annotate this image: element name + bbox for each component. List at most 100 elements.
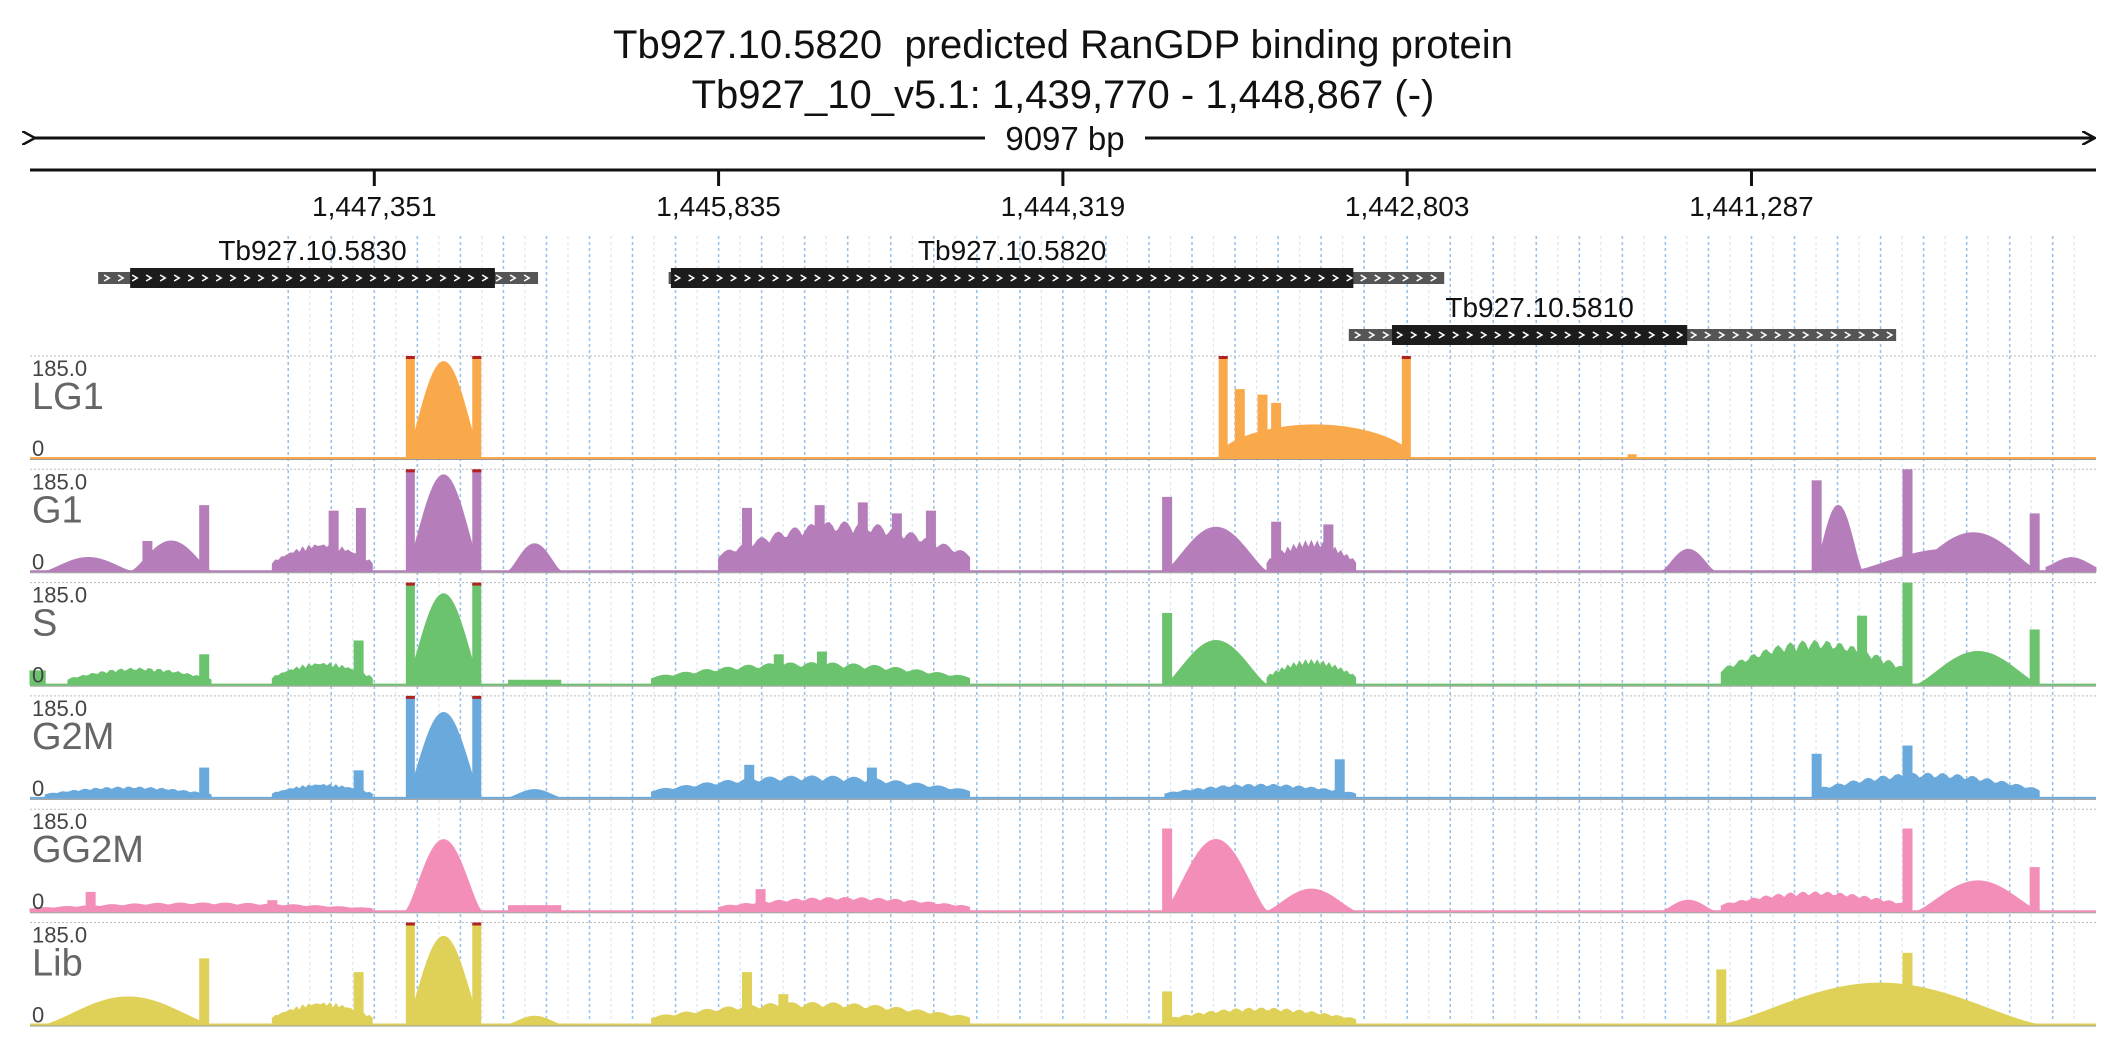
chevron-right-icon: [1704, 331, 1712, 339]
chevron-right-icon: [103, 274, 111, 282]
coverage-peak: [1907, 532, 2040, 572]
chevron-right-icon: [117, 274, 125, 282]
chevron-right-icon: [1634, 331, 1642, 339]
chevron-right-icon: [285, 274, 293, 282]
coverage-peak: [1217, 424, 1412, 459]
chevron-right-icon: [1886, 331, 1894, 339]
coverage-spike: [1257, 394, 1268, 458]
coverage-spike: [1234, 389, 1245, 458]
chevron-right-icon: [1332, 274, 1340, 282]
chevron-right-icon: [1262, 274, 1270, 282]
chevron-right-icon: [523, 274, 531, 282]
coverage-spike: [778, 994, 789, 1025]
coverage-spike: [891, 513, 902, 572]
chevron-right-icon: [954, 274, 962, 282]
chevron-right-icon: [1416, 274, 1424, 282]
chevron-right-icon: [229, 274, 237, 282]
chevron-right-icon: [1080, 274, 1088, 282]
chevron-right-icon: [439, 274, 447, 282]
chevron-right-icon: [1382, 331, 1390, 339]
coordinate-tick-label: 1,447,351: [312, 191, 437, 222]
chevron-right-icon: [786, 274, 794, 282]
coverage-peak: [1916, 880, 2040, 912]
chevron-right-icon: [912, 274, 920, 282]
coverage-track-g1: 185.0G1 0: [30, 468, 2097, 574]
coverage-spike: [1218, 356, 1228, 458]
coverage-peak: [29, 902, 373, 912]
gene-label: Tb927.10.5830: [218, 235, 406, 266]
chevron-right-icon: [1830, 331, 1838, 339]
chevron-right-icon: [884, 274, 892, 282]
track-name: Lib: [32, 943, 83, 985]
chevron-right-icon: [1746, 331, 1754, 339]
chevron-right-icon: [1508, 331, 1516, 339]
coverage-spike: [472, 922, 482, 1025]
chevron-right-icon: [1564, 331, 1572, 339]
chevron-right-icon: [926, 274, 934, 282]
chevron-right-icon: [898, 274, 906, 282]
gene-label: Tb927.10.5820: [918, 235, 1106, 266]
chevron-right-icon: [453, 274, 461, 282]
coverage-peak: [1163, 639, 1269, 686]
coverage-spike: [405, 922, 415, 1025]
coverage-spike: [1902, 469, 1913, 572]
coverage-peak: [45, 557, 132, 572]
coverage-peak: [1164, 1007, 1357, 1025]
chevron-right-icon: [1676, 331, 1684, 339]
coverage-spike: [353, 770, 364, 798]
chevron-right-icon: [1304, 274, 1312, 282]
coverage-spike: [405, 356, 415, 458]
chevron-right-icon: [313, 274, 321, 282]
coverage-peak: [405, 593, 483, 686]
track-min-label: 0: [32, 436, 44, 461]
chevron-right-icon: [1802, 331, 1810, 339]
chevron-right-icon: [1038, 274, 1046, 282]
coverage-spike: [405, 695, 415, 798]
coverage-peak: [1813, 504, 1863, 572]
coverage-spike: [925, 510, 936, 572]
chevron-right-icon: [1136, 274, 1144, 282]
strand-chevron-icons: [1354, 331, 1894, 339]
chevron-right-icon: [187, 274, 195, 282]
chevron-right-icon: [1094, 274, 1102, 282]
chevron-right-icon: [1760, 331, 1768, 339]
track-max-label: 185.0: [32, 356, 87, 381]
chevron-right-icon: [996, 274, 1004, 282]
coverage-spike: [472, 356, 482, 458]
chevron-right-icon: [1206, 274, 1214, 282]
track-max-label: 185.0: [32, 696, 87, 721]
chevron-right-icon: [1844, 331, 1852, 339]
coverage-spike: [1857, 615, 1868, 685]
coverage-peak: [405, 361, 483, 459]
chevron-right-icon: [1606, 331, 1614, 339]
coverage-peak: [651, 775, 971, 799]
coverage-peak: [508, 905, 562, 912]
coverage-spike: [1334, 759, 1345, 798]
track-min-label: 0: [32, 663, 44, 688]
gene-cds: [130, 268, 495, 288]
track-min-label: 0: [32, 889, 44, 914]
chevron-right-icon: [201, 274, 209, 282]
coverage-tracks: 185.0LG10185.0G10185.0S0185.0G2M0185.0GG…: [29, 355, 2097, 1028]
chevron-right-icon: [271, 274, 279, 282]
chevron-right-icon: [1816, 331, 1824, 339]
coverage-spike: [199, 958, 210, 1025]
chevron-right-icon: [1620, 331, 1628, 339]
chevron-right-icon: [1220, 274, 1228, 282]
clip-marker: [472, 695, 482, 699]
chevron-right-icon: [1150, 274, 1158, 282]
gene-label: Tb927.10.5810: [1445, 292, 1633, 323]
coverage-peak: [2045, 557, 2097, 572]
coverage-peak: [1163, 526, 1269, 572]
chevron-right-icon: [1410, 331, 1418, 339]
chevron-right-icon: [1052, 274, 1060, 282]
chevron-right-icon: [800, 274, 808, 282]
coverage-spike: [744, 764, 755, 798]
coverage-spike: [1716, 969, 1727, 1025]
chevron-right-icon: [1248, 274, 1256, 282]
chevron-right-icon: [1024, 274, 1032, 282]
chevron-right-icon: [1774, 331, 1782, 339]
chevron-right-icon: [159, 274, 167, 282]
